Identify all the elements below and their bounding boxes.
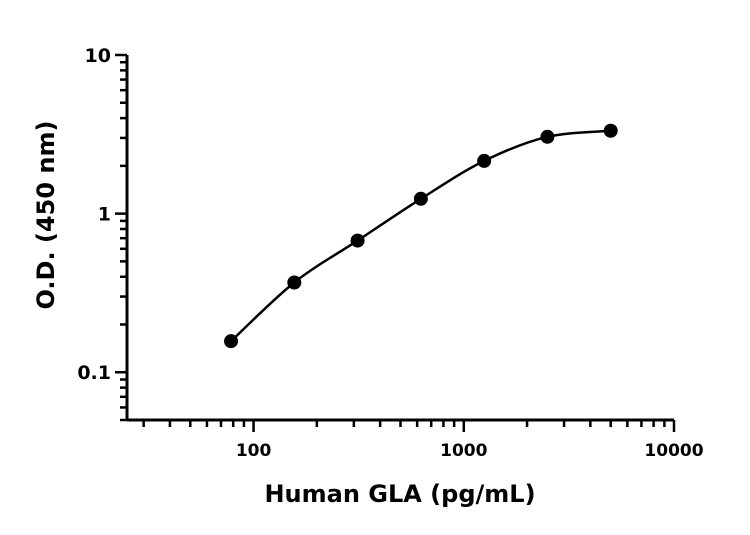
y-tick-label: 1 xyxy=(98,204,111,226)
data-point xyxy=(287,275,302,290)
fit-curve xyxy=(230,129,611,343)
y-tick-label: 10 xyxy=(85,45,111,67)
x-tick-label: 1000 xyxy=(440,441,487,461)
data-point xyxy=(413,191,428,206)
x-tick-label: 10000 xyxy=(644,441,703,461)
x-axis-label: Human GLA (pg/mL) xyxy=(264,480,535,508)
data-point xyxy=(540,129,555,144)
y-tick-label: 0.1 xyxy=(77,362,111,384)
y-axis-label: O.D. (450 nm) xyxy=(32,121,60,310)
data-point xyxy=(350,233,365,248)
data-point xyxy=(224,334,239,349)
data-point xyxy=(477,153,492,168)
data-point xyxy=(603,123,618,138)
x-tick-label: 100 xyxy=(236,441,272,461)
